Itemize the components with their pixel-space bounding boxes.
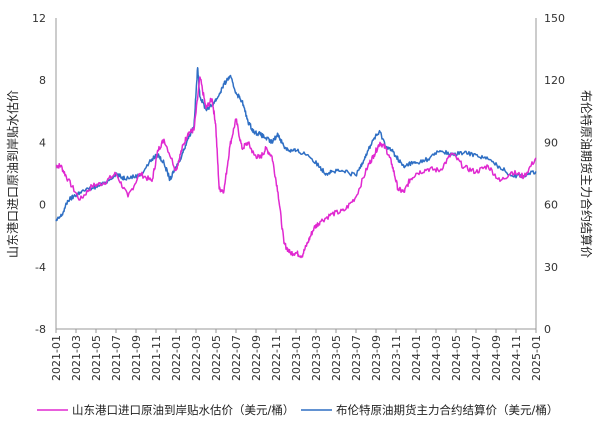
x-tick-label: 2025-01 [530,335,543,381]
x-axis-tick-labels: 2021-01 2021-03 2021-05 2021-07 2021-09 2021-… [50,329,543,381]
x-tick-label: 2023-01 [290,335,303,381]
left-axis-tick-labels: -8 -4 0 4 8 12 [32,12,46,336]
x-tick-label: 2022-09 [250,335,263,381]
x-tick-label: 2023-07 [350,335,363,381]
plot-frame [55,18,537,330]
right-tick-label: 120 [544,74,565,87]
x-tick-label: 2023-03 [310,335,323,381]
right-tick-label: 150 [544,12,565,25]
left-tick-label: -4 [35,261,46,274]
legend-label-brent: 布伦特原油期货主力合约结算价（美元/桶） [336,403,558,417]
right-axis-tick-labels: 0 30 60 90 120 150 [544,12,565,336]
x-tick-label: 2024-01 [410,335,423,381]
x-tick-label: 2023-11 [390,335,403,381]
right-tick-label: 60 [544,199,558,212]
left-tick-label: 0 [39,199,46,212]
x-tick-label: 2021-03 [70,335,83,381]
x-tick-label: 2022-07 [230,335,243,381]
legend-label-shandong: 山东港口进口原油到岸贴水估价（美元/桶） [72,403,294,417]
series-line-shandong [55,76,537,259]
right-tick-label: 90 [544,136,558,149]
right-tick-label: 30 [544,261,558,274]
left-axis-title: 山东港口进口原油到岸贴水估价 [6,90,20,258]
x-tick-label: 2023-09 [370,335,383,381]
x-tick-label: 2021-05 [90,335,103,381]
x-tick-label: 2024-09 [490,335,503,381]
x-tick-label: 2024-07 [470,335,483,381]
x-tick-label: 2023-05 [330,335,343,381]
x-tick-label: 2021-01 [50,335,63,381]
left-tick-label: 8 [39,74,46,87]
left-tick-label: -8 [35,323,46,336]
x-tick-label: 2024-11 [510,335,523,381]
series-layer [55,67,537,259]
x-tick-label: 2024-03 [430,335,443,381]
x-tick-label: 2022-11 [270,335,283,381]
left-tick-label: 4 [39,136,46,149]
x-tick-label: 2022-01 [170,335,183,381]
x-tick-label: 2022-05 [210,335,223,381]
x-tick-label: 2021-11 [150,335,163,381]
legend: 山东港口进口原油到岸贴水估价（美元/桶） 布伦特原油期货主力合约结算价（美元/桶… [37,403,558,417]
x-tick-label: 2021-09 [130,335,143,381]
x-tick-label: 2021-07 [110,335,123,381]
right-tick-label: 0 [544,323,551,336]
series-line-brent [55,67,537,222]
x-tick-label: 2022-03 [190,335,203,381]
right-axis-title: 布伦特原油期货主力合约结算价 [579,90,594,258]
left-tick-label: 12 [32,12,46,25]
x-tick-label: 2024-05 [450,335,463,381]
